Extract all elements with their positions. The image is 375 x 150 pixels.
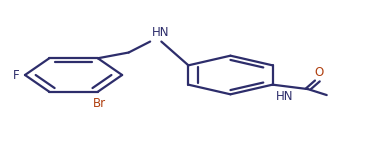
Text: O: O bbox=[315, 66, 324, 79]
Text: HN: HN bbox=[152, 26, 170, 39]
Text: Br: Br bbox=[93, 97, 106, 110]
Text: HN: HN bbox=[276, 90, 294, 103]
Text: F: F bbox=[13, 69, 20, 81]
